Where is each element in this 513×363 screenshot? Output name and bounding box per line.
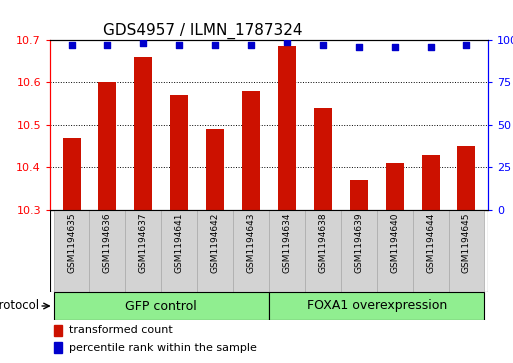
Text: GSM1194641: GSM1194641 — [175, 212, 184, 273]
Bar — [53, 292, 269, 320]
Bar — [377, 210, 412, 292]
Text: GSM1194645: GSM1194645 — [462, 212, 471, 273]
Text: percentile rank within the sample: percentile rank within the sample — [69, 343, 256, 353]
Bar — [54, 342, 62, 354]
Point — [211, 42, 219, 48]
Bar — [63, 138, 81, 210]
Text: GSM1194635: GSM1194635 — [67, 212, 76, 273]
Text: FOXA1 overexpression: FOXA1 overexpression — [307, 299, 447, 313]
Bar — [89, 210, 125, 292]
Bar — [170, 95, 188, 210]
Text: GSM1194638: GSM1194638 — [319, 212, 327, 273]
Text: GDS4957 / ILMN_1787324: GDS4957 / ILMN_1787324 — [103, 23, 302, 38]
Bar — [386, 163, 404, 210]
Point — [283, 39, 291, 45]
Text: GSM1194637: GSM1194637 — [139, 212, 148, 273]
Bar — [53, 210, 89, 292]
Text: GSM1194636: GSM1194636 — [103, 212, 112, 273]
Text: GSM1194639: GSM1194639 — [354, 212, 363, 273]
Point — [390, 44, 399, 50]
Bar — [125, 210, 161, 292]
Point — [67, 42, 75, 48]
Bar — [197, 210, 233, 292]
Bar — [422, 155, 440, 210]
Bar — [448, 210, 484, 292]
Bar — [98, 82, 116, 210]
Text: GSM1194634: GSM1194634 — [283, 212, 291, 273]
Bar — [269, 210, 305, 292]
Point — [354, 44, 363, 50]
Bar — [269, 292, 484, 320]
Point — [139, 41, 147, 46]
Text: GFP control: GFP control — [125, 299, 197, 313]
Bar — [314, 108, 332, 210]
Bar — [278, 46, 296, 210]
Bar — [233, 210, 269, 292]
Text: GSM1194643: GSM1194643 — [247, 212, 255, 273]
Point — [175, 42, 183, 48]
Bar — [242, 91, 260, 210]
Point — [103, 42, 111, 48]
Text: protocol: protocol — [0, 299, 40, 313]
Text: GSM1194642: GSM1194642 — [211, 212, 220, 273]
Point — [247, 42, 255, 48]
Bar — [54, 325, 62, 336]
Text: GSM1194644: GSM1194644 — [426, 212, 435, 273]
Bar — [350, 180, 368, 210]
Bar — [412, 210, 448, 292]
Bar — [134, 57, 152, 210]
Bar — [161, 210, 197, 292]
Point — [426, 44, 435, 50]
Bar — [206, 129, 224, 210]
Bar — [305, 210, 341, 292]
Point — [462, 42, 470, 48]
Bar — [458, 146, 476, 210]
Point — [319, 42, 327, 48]
Bar — [341, 210, 377, 292]
Text: transformed count: transformed count — [69, 325, 172, 335]
Text: GSM1194640: GSM1194640 — [390, 212, 399, 273]
